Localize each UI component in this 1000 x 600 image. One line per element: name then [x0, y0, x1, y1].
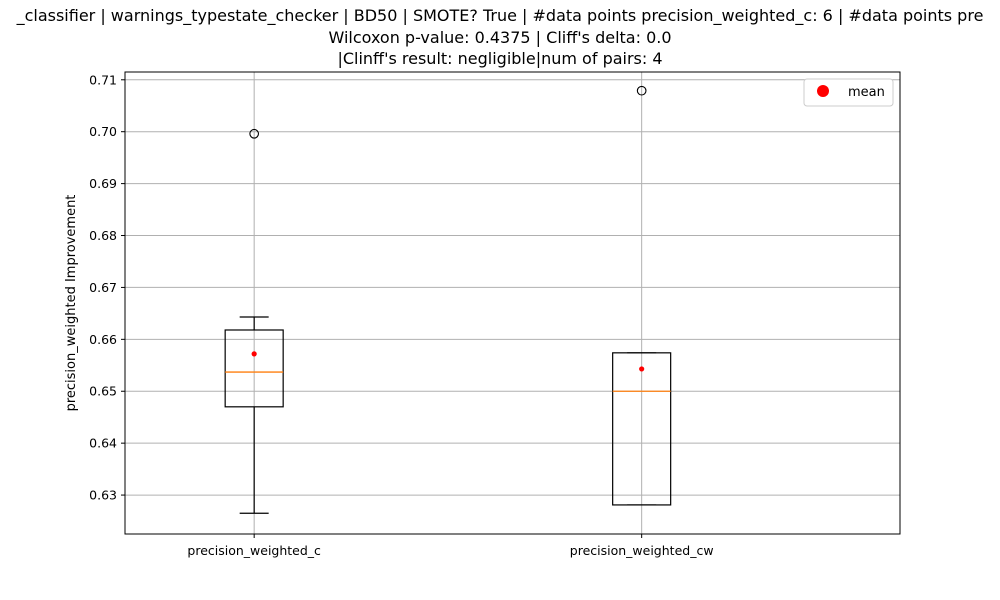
- y-tick-label: 0.68: [89, 228, 117, 243]
- legend-frame: [803, 78, 894, 107]
- legend-mean-marker: [817, 85, 829, 97]
- y-tick-label: 0.65: [89, 384, 117, 399]
- iqr-box: [224, 329, 284, 408]
- title-line-3: |Clinff's result: negligible|num of pair…: [337, 49, 662, 68]
- legend-mean-label: mean: [848, 85, 885, 100]
- y-tick-label: 0.64: [89, 436, 117, 451]
- x-tick-label: precision_weighted_c: [187, 543, 321, 558]
- plot-area-frame: [124, 71, 901, 535]
- y-tick-label: 0.63: [89, 488, 117, 503]
- box-group: [224, 128, 284, 514]
- title-line-1: _classifier | warnings_typestate_checker…: [16, 6, 984, 26]
- y-tick-label: 0.67: [89, 280, 117, 295]
- iqr-box: [612, 352, 672, 506]
- box-group: [612, 85, 672, 506]
- y-tick-label: 0.66: [89, 332, 117, 347]
- y-tick-label: 0.70: [89, 124, 117, 139]
- title-line-2: Wilcoxon p-value: 0.4375 | Cliff's delta…: [328, 28, 671, 47]
- y-axis-label: precision_weighted Improvement: [64, 195, 79, 412]
- chart-title: _classifier | warnings_typestate_checker…: [16, 6, 984, 68]
- boxes-layer: [224, 85, 672, 514]
- outlier-point: [249, 128, 260, 139]
- y-axis-ticks: 0.63 0.64 0.65 0.66 0.67 0.68 0.69 0.70 0.71: [89, 72, 125, 503]
- legend: mean: [803, 78, 894, 107]
- mean-marker: [251, 351, 257, 357]
- y-tick-label: 0.71: [89, 72, 117, 87]
- x-axis-ticks: precision_weighted_c precision_weighted_c…: [187, 534, 714, 558]
- grid-lines: [125, 72, 900, 534]
- y-tick-label: 0.69: [89, 176, 117, 191]
- mean-marker: [639, 366, 645, 372]
- outlier-point: [636, 85, 647, 96]
- x-tick-label: precision_weighted_cw: [570, 543, 714, 558]
